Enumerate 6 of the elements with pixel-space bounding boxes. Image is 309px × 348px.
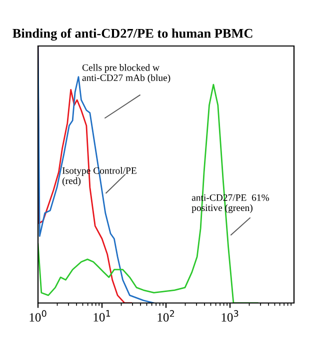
x-tick-label: 10$^{3}$ [222,310,238,322]
annotation: Cells pre blocked w anti-CD27 mAb (blue) [82,64,170,84]
x-tick-label: 10$^{1}$ [94,310,110,322]
x-tick-label: 10$^{2}$ [158,310,174,322]
x-tick-label: 10$^{0}$ [30,310,46,322]
chart-title: Binding of anti-CD27/PE to human PBMC [12,28,252,41]
